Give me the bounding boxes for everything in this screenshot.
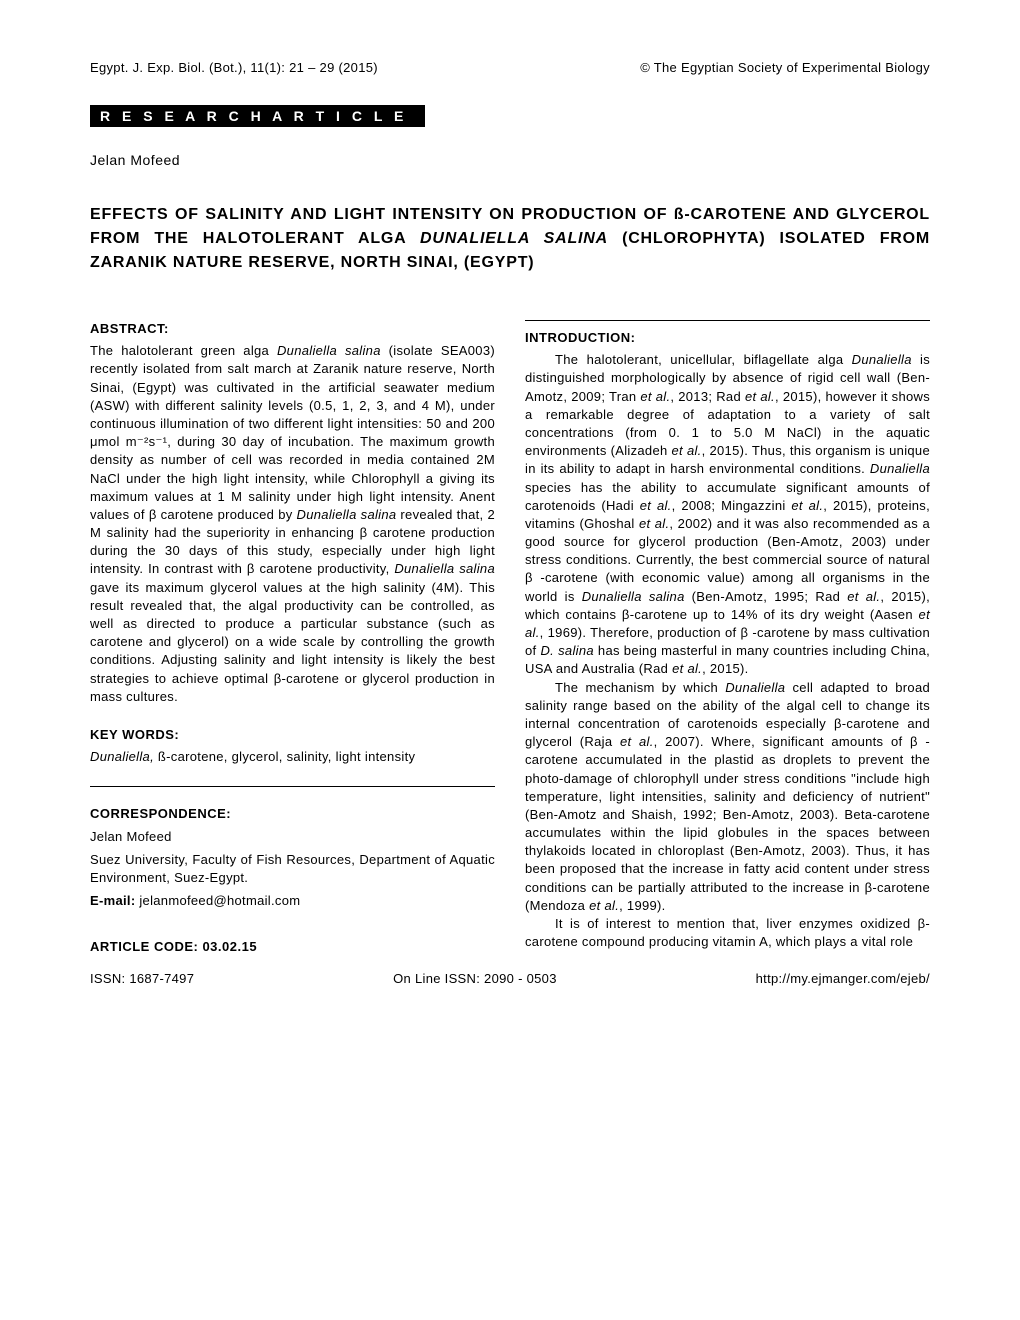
article-title: EFFECTS OF SALINITY AND LIGHT INTENSITY … [90, 203, 930, 275]
correspondence-affiliation: Suez University, Faculty of Fish Resourc… [90, 851, 495, 887]
abstract-body: The halotolerant green alga Dunaliella s… [90, 342, 495, 706]
journal-citation: Egypt. J. Exp. Biol. (Bot.), 11(1): 21 –… [90, 60, 378, 75]
correspondence-name: Jelan Mofeed [90, 828, 495, 846]
keywords-body: Dunaliella, ß-carotene, glycerol, salini… [90, 748, 495, 766]
intro-paragraph-2: The mechanism by which Dunaliella cell a… [525, 679, 930, 915]
divider-line [90, 786, 495, 787]
page-footer: ISSN: 1687-7497 On Line ISSN: 2090 - 050… [90, 971, 930, 986]
correspondence-heading: CORRESPONDENCE: [90, 805, 495, 823]
right-column: INTRODUCTION: The halotolerant, unicellu… [525, 320, 930, 956]
author-name: Jelan Mofeed [90, 152, 930, 168]
intro-divider-line [525, 320, 930, 321]
two-column-content: ABSTRACT: The halotolerant green alga Du… [90, 320, 930, 956]
copyright-text: © The Egyptian Society of Experimental B… [640, 60, 930, 75]
keywords-heading: KEY WORDS: [90, 726, 495, 744]
intro-paragraph-3: It is of interest to mention that, liver… [525, 915, 930, 951]
correspondence-email: E-mail: jelanmofeed@hotmail.com [90, 892, 495, 910]
article-type-badge: R E S E A R C H A R T I C L E [90, 105, 425, 127]
online-issn-text: On Line ISSN: 2090 - 0503 [393, 971, 557, 986]
introduction-heading: INTRODUCTION: [525, 329, 930, 347]
title-italic: DUNALIELLA SALINA [420, 230, 608, 247]
issn-text: ISSN: 1687-7497 [90, 971, 194, 986]
url-text: http://my.ejmanger.com/ejeb/ [756, 971, 930, 986]
abstract-heading: ABSTRACT: [90, 320, 495, 338]
article-code: ARTICLE CODE: 03.02.15 [90, 938, 495, 956]
page-header: Egypt. J. Exp. Biol. (Bot.), 11(1): 21 –… [90, 60, 930, 75]
correspondence-block: CORRESPONDENCE: Jelan Mofeed Suez Univer… [90, 805, 495, 910]
left-column: ABSTRACT: The halotolerant green alga Du… [90, 320, 495, 956]
intro-paragraph-1: The halotolerant, unicellular, biflagell… [525, 351, 930, 678]
